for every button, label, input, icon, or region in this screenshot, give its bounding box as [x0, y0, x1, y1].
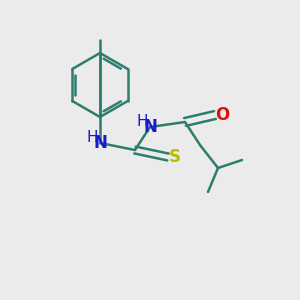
Text: N: N	[93, 134, 107, 152]
Text: N: N	[143, 118, 157, 136]
Text: S: S	[169, 148, 181, 166]
Text: H: H	[86, 130, 98, 145]
Text: O: O	[215, 106, 229, 124]
Text: H: H	[136, 113, 148, 128]
